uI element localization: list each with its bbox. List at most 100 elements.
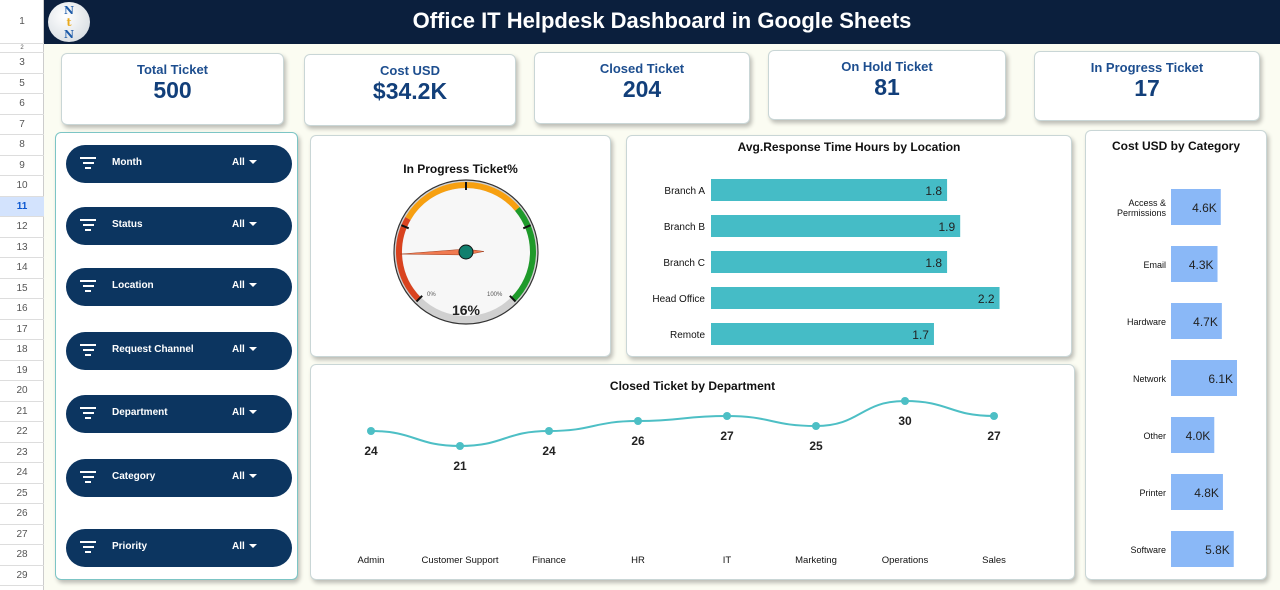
row-number[interactable]: 27 xyxy=(0,525,44,545)
gauge-orange-band xyxy=(405,182,520,221)
closed-by-department-chart: 24 Admin 21 Customer Support 24 Finance 26 HR 27… xyxy=(358,397,1006,566)
filter-dropdown[interactable]: All xyxy=(232,280,257,291)
row-number[interactable]: 18 xyxy=(0,340,44,361)
row-number[interactable]: 15 xyxy=(0,279,44,299)
gauge-tick xyxy=(522,224,532,230)
kpi-in-progress-ticket: In Progress Ticket 17 xyxy=(1034,51,1260,121)
bar-value-label: 4.6K xyxy=(1192,201,1217,215)
bar-value-label: 6.1K xyxy=(1208,372,1233,386)
x-tick-label: Marketing xyxy=(795,555,837,566)
filter-dropdown[interactable]: All xyxy=(232,471,257,482)
bar xyxy=(1171,246,1218,282)
bar-category-label: Printer xyxy=(1139,488,1166,498)
row-number[interactable]: 25 xyxy=(0,484,44,504)
filter-category[interactable]: Category All xyxy=(66,459,292,497)
row-number[interactable]: 7 xyxy=(0,115,44,135)
data-label: 21 xyxy=(453,459,467,473)
x-tick-label: Operations xyxy=(882,555,929,566)
filter-dropdown[interactable]: All xyxy=(232,407,257,418)
filter-priority[interactable]: Priority All xyxy=(66,529,292,567)
data-label: 27 xyxy=(987,429,1001,443)
filter-icon xyxy=(80,219,96,234)
row-number[interactable]: 3 xyxy=(0,53,44,74)
data-point xyxy=(545,427,553,435)
data-point xyxy=(367,427,375,435)
filter-label: Request Channel xyxy=(112,344,194,355)
row-number[interactable]: 21 xyxy=(0,402,44,422)
filter-request-channel[interactable]: Request Channel All xyxy=(66,332,292,370)
filter-dropdown[interactable]: All xyxy=(232,219,257,230)
filter-month[interactable]: Month All xyxy=(66,145,292,183)
x-tick-label: Customer Support xyxy=(421,555,498,566)
row-number[interactable]: 13 xyxy=(0,238,44,258)
bar-category-label: Software xyxy=(1130,545,1166,555)
closed-by-department-card: Closed Ticket by Department 24 Admin 21 Cus… xyxy=(310,364,1075,580)
filter-dropdown[interactable]: All xyxy=(232,344,257,355)
bar-category-label: Head Office xyxy=(652,294,705,305)
bar xyxy=(711,215,961,237)
filter-department[interactable]: Department All xyxy=(66,395,292,433)
row-number[interactable]: 22 xyxy=(0,422,44,443)
bar xyxy=(711,251,948,273)
bar-category-label: Network xyxy=(1133,374,1167,384)
row-number[interactable]: 5 xyxy=(0,74,44,94)
row-number[interactable]: 11 xyxy=(0,196,44,217)
bar xyxy=(1171,360,1237,396)
data-label: 25 xyxy=(809,439,823,453)
gauge-red-band xyxy=(396,217,421,302)
row-number[interactable]: 28 xyxy=(0,545,44,566)
row-number[interactable]: 8 xyxy=(0,135,44,156)
bar-category-label: Email xyxy=(1143,260,1166,270)
filter-label: Status xyxy=(112,219,143,230)
row-number[interactable]: 10 xyxy=(0,176,44,197)
row-number[interactable]: 6 xyxy=(0,94,44,115)
bar xyxy=(1171,417,1215,453)
gauge-value-label: 16% xyxy=(452,302,481,318)
kpi-on-hold-ticket: On Hold Ticket 81 xyxy=(768,50,1006,120)
bar-category-label: Remote xyxy=(670,330,705,341)
filter-location[interactable]: Location All xyxy=(66,268,292,306)
filter-label: Priority xyxy=(112,541,148,552)
bar-category-label: Hardware xyxy=(1127,317,1166,327)
gauge-tick xyxy=(400,224,410,230)
filter-icon xyxy=(80,541,96,556)
row-number[interactable]: 12 xyxy=(0,217,44,238)
x-tick-label: IT xyxy=(723,555,732,566)
cost-by-category-chart: Access & Permissions 4.6K Email 4.3K Hardware… xyxy=(1117,189,1237,567)
kpi-total-ticket: Total Ticket 500 xyxy=(61,53,284,125)
data-point xyxy=(456,442,464,450)
bar-value-label: 4.3K xyxy=(1189,258,1214,272)
kpi-label: On Hold Ticket xyxy=(841,59,933,74)
kpi-value: 17 xyxy=(1134,75,1160,101)
kpi-closed-ticket: Closed Ticket 204 xyxy=(534,52,750,124)
bar xyxy=(711,323,934,345)
row-number[interactable]: 1 xyxy=(0,0,44,44)
gauge-chart: 0% 100% 16% xyxy=(393,179,539,325)
row-number[interactable]: 16 xyxy=(0,299,44,320)
data-label: 27 xyxy=(720,429,734,443)
filter-status[interactable]: Status All xyxy=(66,207,292,245)
bar-category-label: Other xyxy=(1143,431,1166,441)
row-number[interactable]: 9 xyxy=(0,156,44,176)
row-number[interactable]: 24 xyxy=(0,463,44,484)
row-number[interactable]: 20 xyxy=(0,381,44,402)
bar xyxy=(1171,303,1222,339)
bar-value-label: 5.8K xyxy=(1205,543,1230,557)
x-tick-label: HR xyxy=(631,555,645,566)
row-number[interactable]: 23 xyxy=(0,443,44,463)
filter-dropdown[interactable]: All xyxy=(232,541,257,552)
kpi-label: Total Ticket xyxy=(136,62,209,77)
bar-value-label: 1.8 xyxy=(925,184,942,198)
x-tick-label: Admin xyxy=(358,555,385,566)
row-number[interactable]: 2 xyxy=(0,44,44,53)
data-label: 26 xyxy=(631,434,645,448)
row-number[interactable]: 17 xyxy=(0,320,44,340)
row-number[interactable]: 29 xyxy=(0,566,44,586)
filter-dropdown[interactable]: All xyxy=(232,157,257,168)
data-point xyxy=(634,417,642,425)
row-number[interactable]: 14 xyxy=(0,258,44,279)
row-header[interactable]: 1 2 3 5 6 7 8 9 10 11 12 13 14 15 16 17 18 19 20 21 22 23 24 25… xyxy=(0,0,44,590)
row-number[interactable]: 19 xyxy=(0,361,44,381)
row-number[interactable]: 26 xyxy=(0,504,44,525)
